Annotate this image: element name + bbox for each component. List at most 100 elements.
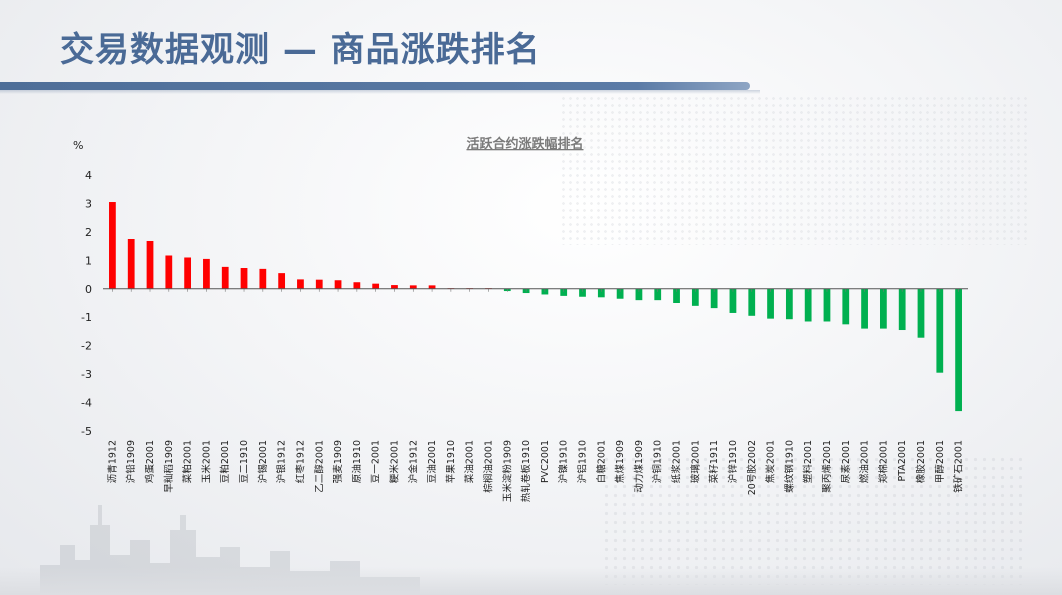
y-tick-label: 4 (85, 169, 92, 182)
bar-series (109, 202, 962, 412)
y-tick-label: 3 (85, 197, 92, 210)
x-category-label: 棕榈油2001 (482, 440, 494, 493)
x-category-label: 苹果1910 (445, 440, 457, 483)
bar (748, 288, 756, 316)
bar (767, 288, 774, 319)
y-tick-label: -5 (81, 425, 92, 438)
x-category-label: 塑料2001 (802, 440, 814, 483)
x-category-label: 沪银1912 (276, 440, 288, 483)
x-category-label: 纸浆2001 (671, 440, 683, 483)
x-category-label: 甲醇2001 (934, 440, 946, 483)
bar (109, 202, 116, 289)
bar (654, 288, 662, 301)
y-tick-label: 2 (85, 226, 92, 239)
bar (184, 257, 192, 289)
bar (409, 285, 417, 289)
bar (917, 288, 925, 338)
x-category-label: 沪锡2001 (257, 440, 269, 483)
bar (146, 240, 154, 289)
title-bar-shadow (0, 90, 760, 94)
x-category-label: 原油1910 (351, 440, 363, 483)
x-category-label: 沪金1912 (407, 440, 419, 483)
x-category-label: 橡胶2001 (915, 440, 927, 483)
y-tick-label: -1 (81, 311, 92, 324)
bar (372, 283, 380, 289)
x-category-label: 菜籽1911 (708, 440, 720, 483)
bar (804, 288, 812, 322)
y-tick-label: -2 (81, 340, 92, 353)
bar (861, 288, 868, 329)
bar (353, 282, 361, 289)
x-category-label: 早籼稻1909 (163, 440, 175, 493)
x-category-label: 豆粕2001 (219, 440, 231, 483)
x-category-label: 20号胶2002 (746, 440, 758, 495)
bar (842, 288, 850, 325)
bar (616, 288, 624, 299)
bar (428, 285, 436, 289)
x-category-label: 沪锌1910 (727, 440, 739, 483)
x-category-label: 白糖2001 (595, 440, 607, 483)
x-category-label: 豆一2001 (371, 440, 382, 483)
bar (691, 288, 699, 306)
x-category-label: 热轧卷板1910 (520, 440, 532, 502)
bar (203, 258, 210, 289)
x-category-label: 沪铜1910 (652, 440, 664, 483)
bar (597, 288, 605, 298)
x-category-label: 铁矿石2001 (953, 440, 965, 493)
x-category-label: PVC2001 (540, 440, 551, 483)
x-category-label: 螺纹钢1910 (783, 440, 795, 493)
bar (710, 288, 718, 309)
x-category-label: 焦炭2001 (765, 440, 777, 483)
x-category-label: 强麦1909 (332, 440, 344, 483)
x-category-label: 红枣1912 (294, 440, 306, 483)
x-category-label: 沪铅1909 (125, 440, 137, 483)
bar (955, 288, 962, 412)
bar (334, 280, 342, 289)
x-category-label: 郑棉2001 (877, 440, 889, 483)
x-category-label: 沪镍1910 (558, 440, 570, 483)
bar (823, 288, 831, 322)
x-category-label: PTA2001 (897, 440, 908, 481)
x-category-label: 动力煤1909 (633, 440, 645, 493)
hexagon-dot-pattern (602, 455, 1022, 585)
y-tick-label: -4 (81, 397, 92, 410)
chart-title: 活跃合约涨跌幅排名 (466, 136, 583, 152)
bar (635, 288, 643, 301)
bar (278, 273, 286, 289)
x-category-label: 豆二1910 (239, 440, 250, 483)
bar (579, 288, 586, 297)
x-category-label: 豆油2001 (426, 440, 438, 483)
bar (785, 288, 793, 320)
x-axis-category-labels: 沥青1912 沪铅1909 鸡蛋2001 早籼稻1909 菜粕2001 玉米2001 豆粕2… (106, 440, 964, 502)
bar (297, 279, 304, 289)
x-category-label: 粳米2001 (388, 440, 400, 483)
world-map-dot-pattern (560, 95, 1030, 245)
bar (560, 288, 568, 296)
bar (673, 288, 680, 303)
x-category-label: 乙二醇2001 (313, 440, 325, 493)
slide-title: 交易数据观测 — 商品涨跌排名 (60, 30, 541, 70)
x-category-label: 沥青1912 (106, 440, 118, 483)
x-category-label: 焦煤1909 (614, 440, 626, 483)
bar (729, 288, 737, 313)
bottom-gradient-band (0, 567, 1062, 595)
bar (259, 268, 267, 289)
y-axis-ticks: 4 3 2 1 0 -1 -2 -3 -4 -5 (81, 169, 92, 438)
y-tick-label: 0 (85, 283, 92, 296)
y-axis-unit-label: % (73, 139, 83, 152)
x-category-label: 尿素2001 (840, 440, 852, 483)
x-category-label: 菜油2001 (464, 440, 476, 483)
x-category-label: 玉米淀粉1909 (501, 440, 513, 502)
bar (391, 285, 398, 289)
x-category-label: 玉米2001 (200, 440, 212, 483)
bar (240, 268, 248, 289)
y-tick-label: -3 (81, 368, 92, 381)
title-underline-bar (0, 82, 750, 90)
x-category-label: 玻璃2001 (689, 440, 701, 483)
bar (127, 239, 135, 289)
x-category-label: 鸡蛋2001 (144, 440, 156, 483)
x-category-label: 沪铝1910 (577, 440, 589, 483)
x-category-label: 聚丙烯2001 (821, 440, 833, 493)
bar (936, 288, 944, 373)
